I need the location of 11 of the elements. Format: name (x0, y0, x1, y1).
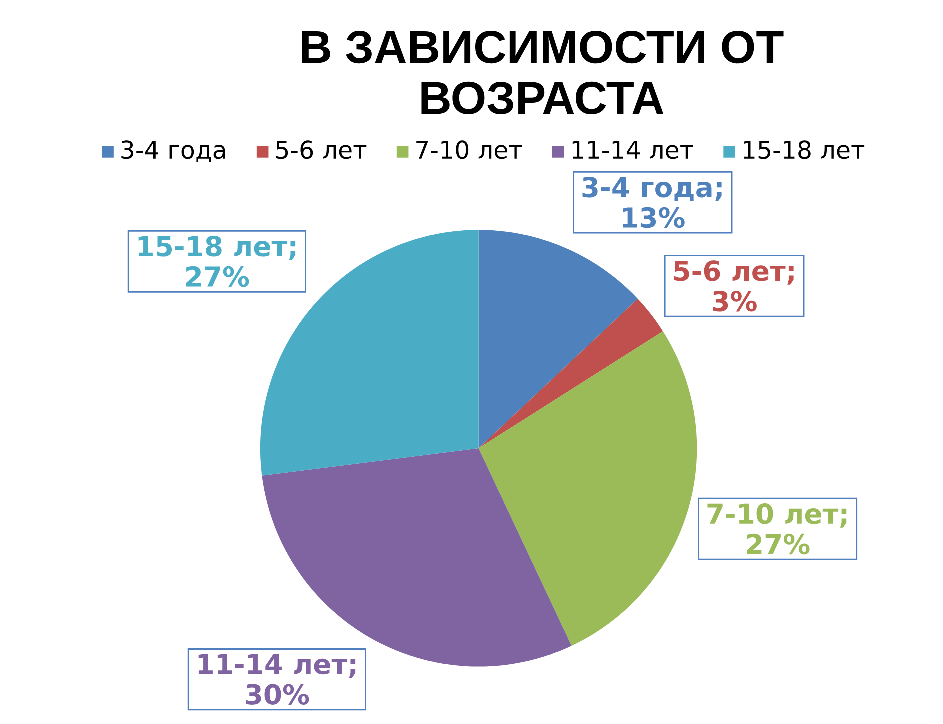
legend-label: 7-10 лет (416, 140, 522, 160)
data-label: 3-4 года; 13% (582, 177, 722, 228)
data-label: 11-14 лет; 30% (198, 654, 356, 706)
data-label: 7-10 лет; 27% (708, 504, 847, 555)
legend-label: 11-14 лет (572, 141, 694, 160)
legend-label: 5-6 лет (276, 140, 367, 160)
legend-label: 15-18 лет (744, 140, 865, 160)
data-label: 5-6 лет; 3% (674, 260, 794, 312)
legend-label: 3-4 года (122, 140, 226, 162)
chart-title: В ЗАВИСИМОСТИ ОТ ВОЗРАСТА (302, 31, 784, 115)
data-label: 15-18 лет; 27% (138, 236, 296, 288)
